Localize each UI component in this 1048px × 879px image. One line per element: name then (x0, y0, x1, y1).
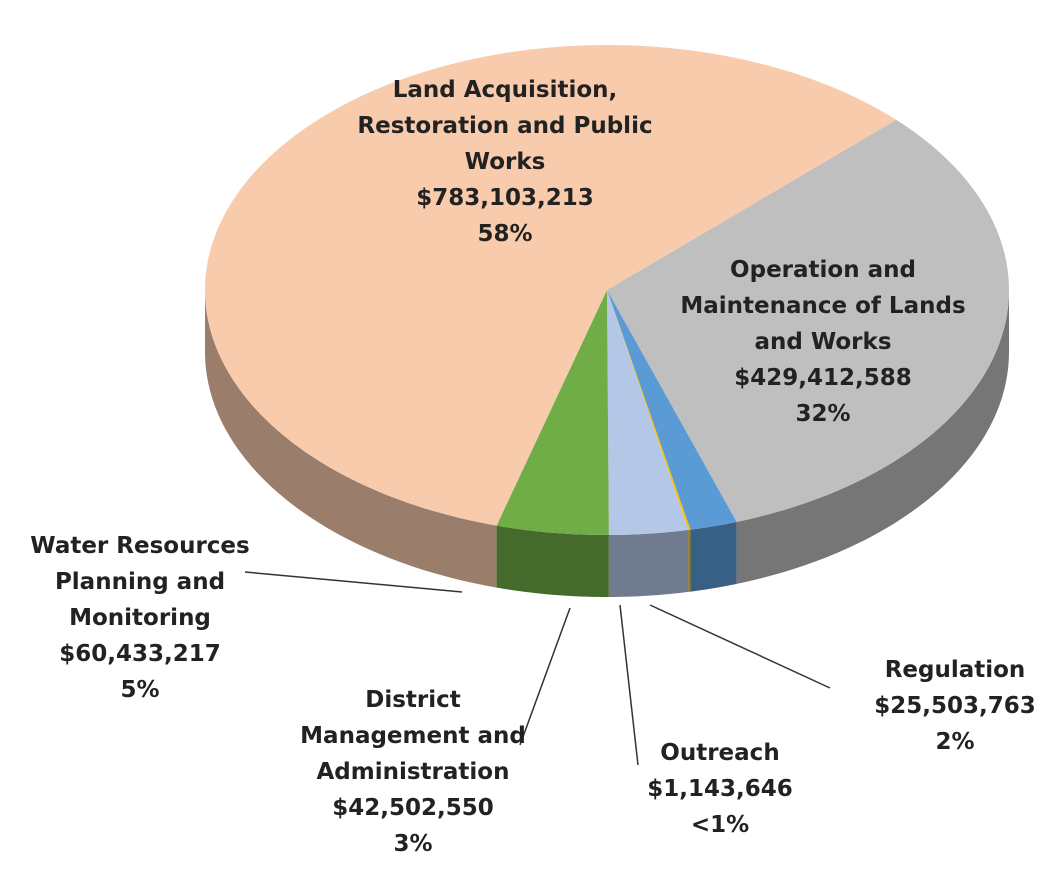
slice-label: Outreach $1,143,646 <1% (620, 735, 820, 843)
slice-value: $25,503,763 (874, 693, 1036, 719)
pie-slice (496, 290, 609, 535)
pie-slice (607, 290, 689, 535)
slice-value: $783,103,213 (416, 185, 594, 211)
slice-name: Operation and Maintenance of Lands and W… (680, 257, 966, 355)
slice-label: Land Acquisition, Restoration and Public… (345, 72, 665, 252)
leader-line (519, 607, 571, 746)
pie-slice-side (736, 290, 1009, 584)
slice-name: Outreach (660, 740, 780, 766)
slice-name: District Management and Administration (300, 687, 526, 785)
pie-slice-side (690, 521, 737, 592)
slice-value: $1,143,646 (647, 776, 793, 802)
pie-slice (607, 290, 691, 530)
pie-slice (607, 119, 1009, 522)
pie-slice (607, 290, 737, 530)
pie-slice-side (496, 525, 609, 597)
slice-value: $429,412,588 (734, 365, 912, 391)
pie-slice-side (608, 529, 689, 597)
slice-percent: 58% (477, 221, 533, 247)
leader-line (244, 571, 463, 593)
slice-value: $60,433,217 (59, 641, 221, 667)
slice-label: Operation and Maintenance of Lands and W… (658, 252, 988, 432)
slice-percent: 2% (935, 729, 975, 755)
slice-percent: 5% (120, 677, 160, 703)
slice-label: District Management and Administration $4… (288, 682, 538, 862)
slice-label: Water Resources Planning and Monitoring $… (5, 528, 275, 708)
slice-label: Regulation $25,503,763 2% (855, 652, 1048, 760)
slice-name: Water Resources Planning and Monitoring (30, 533, 250, 631)
slice-percent: 3% (393, 831, 433, 857)
pie-slice-side (688, 529, 691, 592)
slice-name: Regulation (884, 657, 1026, 683)
pie-slice-side (205, 290, 497, 588)
slice-name: Land Acquisition, Restoration and Public… (357, 77, 653, 175)
pie (205, 45, 1009, 597)
slice-percent: 32% (795, 401, 851, 427)
pie-slice (205, 45, 897, 526)
slice-percent: <1% (690, 812, 750, 838)
slice-value: $42,502,550 (332, 795, 494, 821)
leader-line (619, 604, 639, 766)
leader-line (649, 604, 831, 689)
